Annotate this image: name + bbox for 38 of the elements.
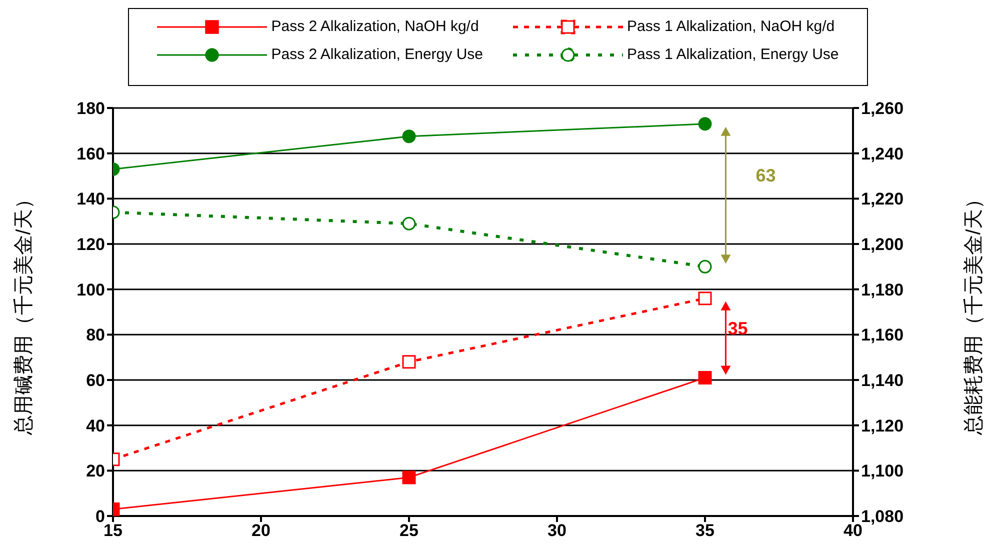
y2-tick-label: 1,080 xyxy=(861,507,904,526)
y2-tick-label: 1,220 xyxy=(861,190,904,209)
legend-label: Pass 2 Alkalization, NaOH kg/d xyxy=(271,17,479,37)
y2-tick-label: 1,140 xyxy=(861,371,904,390)
y-tick-label: 120 xyxy=(76,235,105,254)
y-tick-label: 180 xyxy=(76,99,105,118)
legend-label: Pass 1 Alkalization, Energy Use xyxy=(627,45,839,65)
point xyxy=(698,260,712,274)
x-tick-label: 40 xyxy=(844,521,862,540)
y2-tick-label: 1,120 xyxy=(861,416,904,436)
y-tick-label: 40 xyxy=(86,416,105,436)
x-tick-label: 15 xyxy=(104,521,122,540)
point xyxy=(698,117,712,131)
point xyxy=(698,292,712,306)
y-tick-label: 80 xyxy=(86,326,105,345)
y2-tick-label: 1,100 xyxy=(861,462,904,481)
y2-tick-label: 1,200 xyxy=(861,235,904,254)
y-tick-label: 100 xyxy=(76,280,105,300)
legend-label: Pass 1 Alkalization, NaOH kg/d xyxy=(627,17,835,37)
x-tick-label: 35 xyxy=(696,521,714,540)
y-tick-label: 0 xyxy=(96,507,105,526)
x-tick-label: 25 xyxy=(400,521,418,540)
y2-tick-label: 1,240 xyxy=(861,144,904,164)
legend-label: Pass 2 Alkalization, Energy Use xyxy=(271,45,483,65)
y2-axis-title: 总能耗费用（千元美金/天） xyxy=(962,189,986,436)
annotation: 35 xyxy=(728,318,748,338)
y-tick-label: 140 xyxy=(76,190,105,209)
x-tick-label: 20 xyxy=(252,521,270,540)
y-axis-title: 总用碱费用（千元美金/天） xyxy=(12,189,36,436)
x-tick-label: 30 xyxy=(548,521,566,540)
annotation: 63 xyxy=(756,166,776,186)
y2-tick-label: 1,160 xyxy=(861,326,904,345)
y-tick-label: 20 xyxy=(86,462,105,481)
y-tick-label: 160 xyxy=(76,144,105,164)
y2-tick-label: 1,180 xyxy=(861,280,904,300)
y2-tick-label: 1,260 xyxy=(861,99,904,118)
y-tick-label: 60 xyxy=(86,371,105,390)
point xyxy=(698,370,712,384)
